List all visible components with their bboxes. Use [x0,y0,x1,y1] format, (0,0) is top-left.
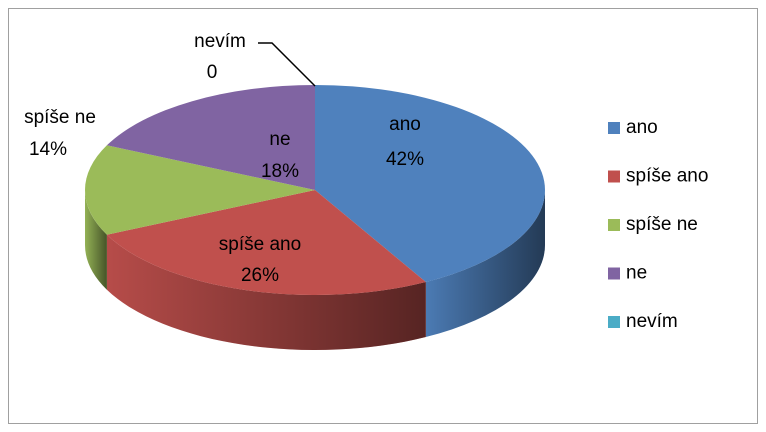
slice-name-label: nevím [194,31,246,52]
legend-swatch [608,219,620,231]
legend-swatch [608,316,620,328]
slice-side-shade [425,190,545,338]
leader-line [258,42,316,87]
legend-label: ano [626,117,658,138]
legend-label: ne [626,263,647,284]
slice-side-shade [85,190,107,290]
legend: ano spíše ano spíše ne ne nevím [608,117,708,332]
slice-side-shade [106,234,426,351]
slice [106,85,316,190]
slice-value-label: 0 [207,62,218,83]
slice-name-label: ne [269,129,290,150]
slice-name-label: spíše ne [24,107,96,128]
slice-name-label: ano [389,114,421,135]
legend-swatch [608,122,620,134]
slice-name-label: spíše ano [219,234,301,255]
legend-swatch [608,170,620,183]
legend-label: spíše ano [626,166,708,187]
slice-value-label: 42% [386,149,424,170]
slice [106,190,426,296]
pie [84,85,546,351]
slice-value-label: 14% [29,139,67,160]
slice [84,145,315,235]
legend-label: spíše ne [626,214,698,235]
legend-swatch [608,267,620,280]
slice-value-label: 18% [261,161,299,182]
slice [315,85,546,283]
labels: ano 42% spíše ano 26% spíše ne 14% ne 18% nevím 0 [24,31,424,286]
slice-value-label: 26% [241,265,279,286]
legend-label: nevím [626,311,678,332]
